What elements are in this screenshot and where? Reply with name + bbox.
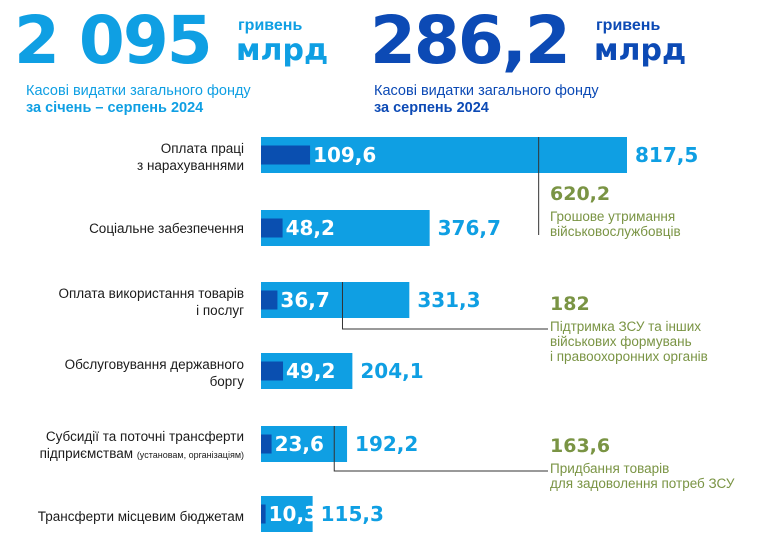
total-bar-1 bbox=[261, 210, 430, 246]
annotation-value-1: 182 bbox=[550, 293, 590, 315]
month-value-label-3: 49,2 bbox=[286, 359, 335, 383]
annotation-text-1-1: військових формувань bbox=[550, 334, 692, 349]
total-caption-line1: Касові видатки загального фонду bbox=[26, 83, 251, 99]
total-bar-0 bbox=[261, 137, 627, 173]
month-bar-4 bbox=[261, 434, 272, 454]
month-unit-top: гривень bbox=[596, 17, 661, 34]
month-value: 286,2 bbox=[370, 2, 571, 79]
month-value-label-4: 23,6 bbox=[275, 432, 324, 456]
annotation-text-1-2: і правоохоронних органів bbox=[550, 349, 708, 364]
annotation-value-2: 163,6 bbox=[550, 435, 610, 457]
month-value-label-5: 10,3 bbox=[269, 502, 318, 526]
category-label-3: Обслуговування державного боргу bbox=[64, 357, 244, 389]
annotation-text-0-0: Грошове утримання bbox=[550, 209, 675, 224]
annotation-text-2-1: для задоволення потреб ЗСУ bbox=[550, 476, 735, 491]
month-caption-line2: за серпень 2024 bbox=[374, 100, 489, 116]
month-bar-1 bbox=[261, 218, 283, 238]
annotation-value-0: 620,2 bbox=[550, 183, 610, 205]
annotation-text-1-0: Підтримка ЗСУ та інших bbox=[550, 319, 701, 334]
month-bar-5 bbox=[261, 504, 266, 524]
total-bar-5 bbox=[261, 496, 313, 532]
total-caption-line2: за січень – серпень 2024 bbox=[26, 100, 204, 116]
total-value-label-3: 204,1 bbox=[360, 359, 423, 383]
total-bar-4 bbox=[261, 426, 348, 462]
category-label-4: Субсидії та поточні трансферти підприємс… bbox=[39, 429, 244, 461]
month-unit-big: млрд bbox=[594, 33, 687, 68]
month-value-label-1: 48,2 bbox=[286, 216, 335, 240]
category-label-2: Оплата використання товарів і послуг bbox=[58, 286, 244, 318]
month-value-label-2: 36,7 bbox=[280, 288, 329, 312]
total-bar-2 bbox=[261, 282, 410, 318]
total-value-label-5: 115,3 bbox=[321, 502, 384, 526]
annotation-leader-1 bbox=[341, 282, 548, 330]
total-value: 2 095 bbox=[14, 2, 213, 79]
annotation-leader-2 bbox=[333, 426, 548, 472]
total-value-label-4: 192,2 bbox=[355, 432, 418, 456]
total-unit-big: млрд bbox=[236, 33, 329, 68]
total-unit-top: гривень bbox=[238, 17, 303, 34]
annotation-text-0-1: військовослужбовців bbox=[550, 224, 681, 239]
month-caption: Касові видатки загального фонду за серпе… bbox=[374, 83, 599, 117]
category-note-4: (установам, організаціям) bbox=[136, 450, 244, 460]
month-bar-3 bbox=[261, 361, 284, 381]
month-bar-0 bbox=[261, 145, 311, 165]
total-caption: Касові видатки загального фонду за січен… bbox=[26, 83, 251, 117]
month-value-label-0: 109,6 bbox=[313, 143, 376, 167]
category-label-5: Трансферти місцевим бюджетам bbox=[37, 509, 244, 524]
total-value-label-1: 376,7 bbox=[438, 216, 501, 240]
month-caption-line1: Касові видатки загального фонду bbox=[374, 83, 599, 99]
month-bar-2 bbox=[261, 290, 278, 310]
category-label-0: Оплата праці з нарахуваннями bbox=[137, 141, 244, 173]
total-value-label-0: 817,5 bbox=[635, 143, 698, 167]
total-value-label-2: 331,3 bbox=[417, 288, 480, 312]
annotation-text-2-0: Придбання товарів bbox=[550, 461, 669, 476]
category-label-1: Соціальне забезпечення bbox=[89, 221, 244, 236]
